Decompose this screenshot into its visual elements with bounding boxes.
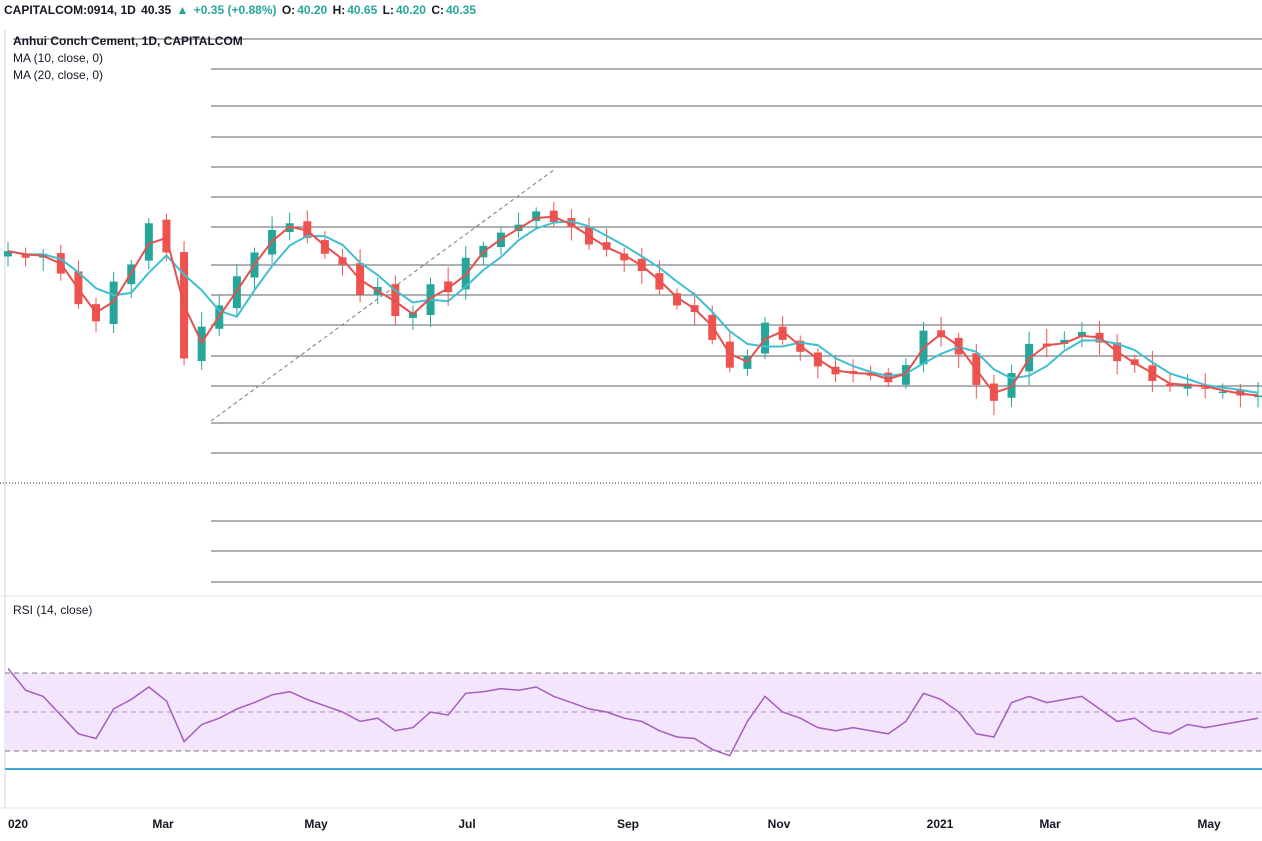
symbol-header: CAPITALCOM:0914, 1D 40.35 ▲ +0.35 (+0.88… — [4, 3, 478, 17]
candle-body[interactable] — [109, 281, 118, 325]
candle-body[interactable] — [1077, 331, 1086, 337]
open-value: 40.20 — [297, 3, 328, 17]
time-axis-tick: Nov — [767, 817, 791, 831]
up-arrow-icon: ▲ — [176, 3, 189, 17]
high-label: H: — [332, 3, 346, 17]
candle-body[interactable] — [761, 322, 770, 354]
candle-body[interactable] — [849, 370, 858, 373]
last-price: 40.35 — [141, 3, 172, 17]
fib-grid-lines — [13, 38, 1262, 583]
price-change: +0.35 (+0.88%) — [193, 3, 277, 17]
candles[interactable] — [4, 202, 1262, 416]
candle-body[interactable] — [1183, 383, 1192, 389]
high-value: 40.65 — [347, 3, 378, 17]
candle-body[interactable] — [1201, 387, 1210, 389]
candle-body[interactable] — [1254, 395, 1262, 398]
candle-body[interactable] — [144, 223, 153, 261]
open-label: O: — [281, 3, 296, 17]
close-label: C: — [431, 3, 444, 17]
low-value: 40.20 — [395, 3, 426, 17]
rsi-band — [5, 673, 1262, 751]
close-value: 40.35 — [445, 3, 477, 17]
candle-body[interactable] — [1165, 383, 1174, 387]
rsi-line[interactable] — [7, 667, 1259, 757]
candle-body[interactable] — [1060, 339, 1069, 344]
symbol-name[interactable]: CAPITALCOM:0914, 1D — [4, 3, 136, 17]
time-axis-tick: May — [1197, 817, 1221, 831]
time-axis-tick: Mar — [152, 817, 174, 831]
candle-body[interactable] — [162, 219, 171, 253]
candle-body[interactable] — [391, 284, 400, 317]
candle-body[interactable] — [673, 293, 682, 306]
time-axis-tick: 2021 — [926, 817, 954, 831]
time-axis-tick: Jul — [458, 817, 476, 831]
candle-body[interactable] — [303, 221, 312, 238]
time-axis-tick: Mar — [1039, 817, 1061, 831]
candle-body[interactable] — [1218, 391, 1227, 394]
candle-body[interactable] — [567, 218, 576, 228]
ma10-legend[interactable]: MA (10, close, 0) — [13, 51, 104, 65]
chart-title[interactable]: Anhui Conch Cement, 1D, CAPITALCOM — [13, 34, 243, 48]
ma20-legend[interactable]: MA (20, close, 0) — [13, 68, 104, 82]
ma10-line[interactable] — [7, 215, 1259, 397]
candle-body[interactable] — [620, 253, 629, 261]
candle-body[interactable] — [901, 365, 910, 385]
low-label: L: — [382, 3, 394, 17]
candle-body[interactable] — [444, 281, 453, 293]
time-axis-tick: Sep — [616, 817, 640, 831]
candle-body[interactable] — [532, 211, 541, 221]
candle-body[interactable] — [338, 257, 347, 265]
time-axis-tick: 020 — [7, 817, 29, 831]
candle-body[interactable] — [4, 251, 12, 257]
candle-body[interactable] — [778, 326, 787, 340]
ma20-line[interactable] — [7, 220, 1259, 394]
time-axis-tick: May — [304, 817, 328, 831]
rsi-legend[interactable]: RSI (14, close) — [13, 603, 93, 617]
candle-body[interactable] — [602, 242, 611, 250]
candle-body[interactable] — [884, 372, 893, 383]
candle-body[interactable] — [21, 254, 30, 258]
